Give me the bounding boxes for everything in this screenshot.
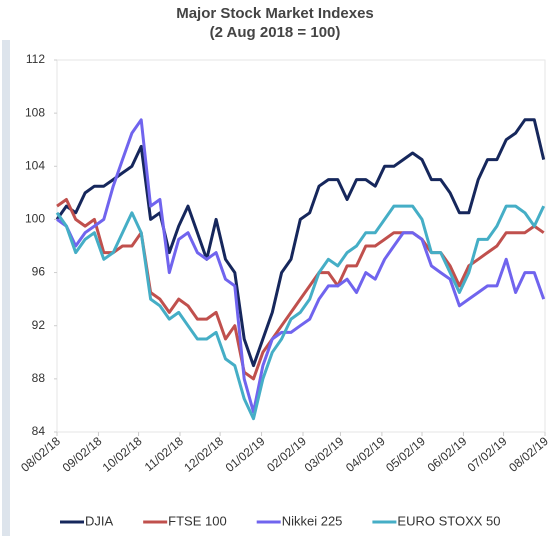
legend-label: FTSE 100	[168, 513, 227, 528]
legend-label: DJIA	[85, 513, 114, 528]
y-tick-label: 104	[25, 158, 45, 172]
y-tick-label: 100	[25, 212, 45, 226]
legend-label: Nikkei 225	[282, 513, 343, 528]
y-tick-label: 108	[25, 105, 45, 119]
series-line	[55, 204, 546, 421]
chart-subtitle: (2 Aug 2018 = 100)	[210, 24, 341, 41]
series-line	[55, 118, 546, 368]
frame-edge	[2, 40, 10, 536]
series-line	[56, 118, 546, 414]
y-tick-label: 96	[32, 265, 46, 279]
y-tick-label: 84	[32, 424, 46, 438]
legend-label: EURO STOXX 50	[397, 513, 500, 528]
y-tick-label: 112	[26, 52, 45, 66]
y-tick-label: 92	[32, 318, 46, 332]
plot-area	[56, 59, 546, 433]
series-line	[56, 198, 545, 381]
y-tick-label: 88	[32, 371, 46, 385]
chart-title: Major Stock Market Indexes	[176, 5, 374, 22]
